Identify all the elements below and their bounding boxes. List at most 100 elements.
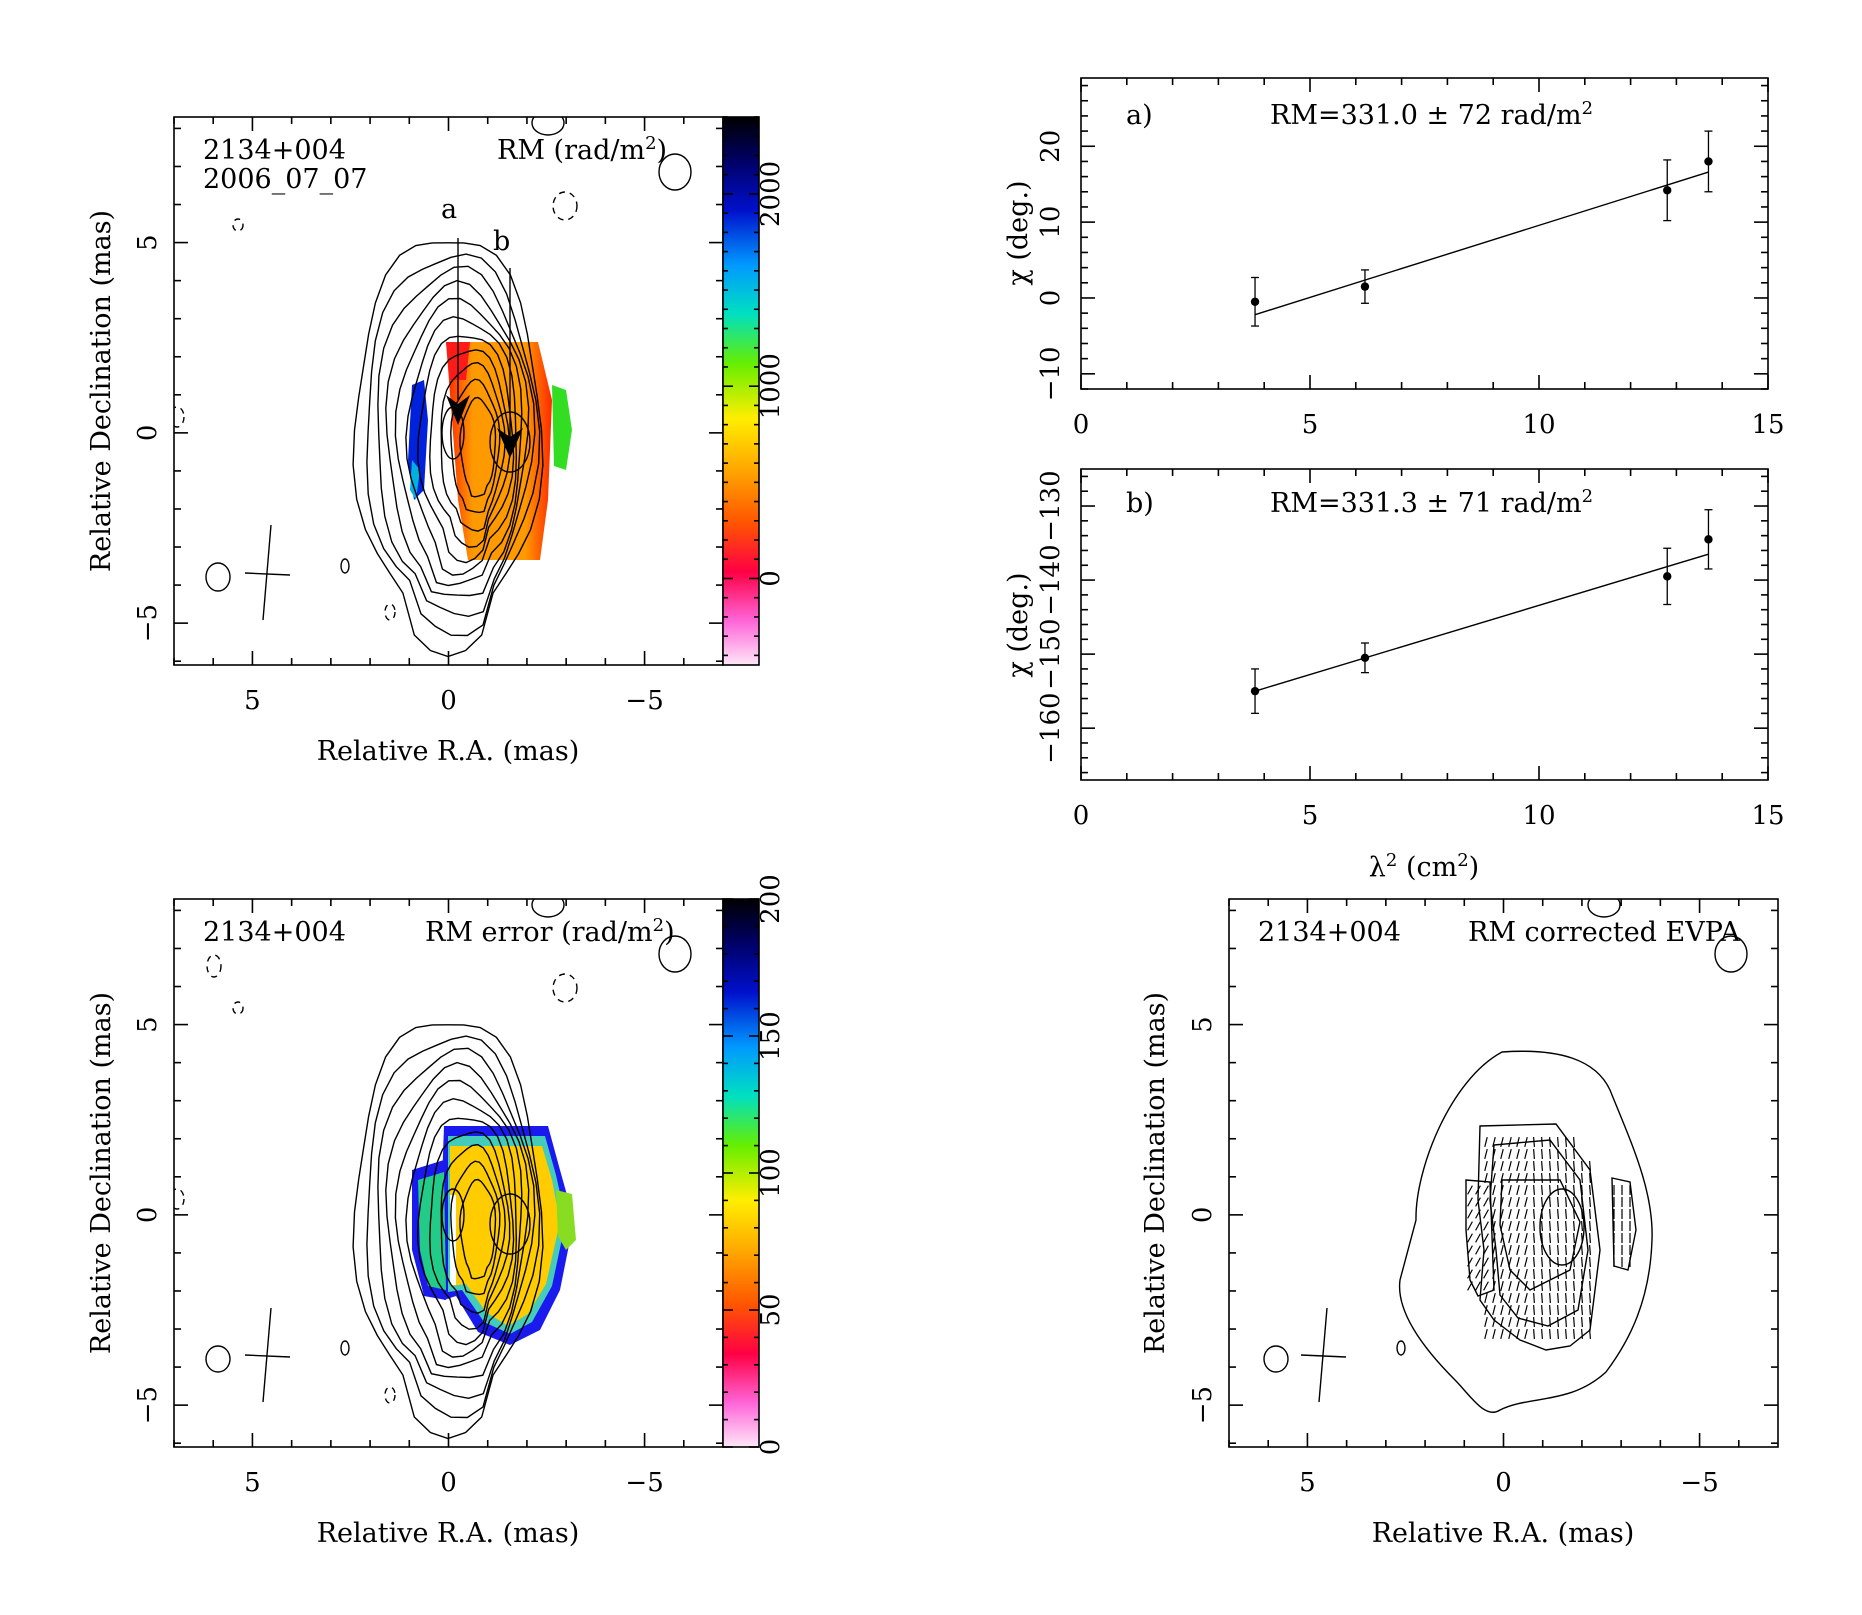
evpa-vector <box>1500 1257 1504 1267</box>
evpa-vector <box>1541 1184 1543 1196</box>
rm-map-ticks: 5 0 −5 5 0 −5 <box>133 117 723 716</box>
evpa-vector <box>1492 1161 1496 1171</box>
x-tick-label: 5 <box>244 1468 261 1498</box>
evpa-vector <box>1492 1245 1496 1255</box>
evpa-vector <box>1516 1221 1520 1231</box>
evpa-vector <box>1549 1160 1551 1172</box>
evpa-vector <box>1484 1317 1488 1327</box>
x-tick-label: 5 <box>1299 1468 1316 1498</box>
y-tick-label: 0 <box>1188 1207 1218 1224</box>
contour-blob <box>340 558 350 574</box>
evpa-vector <box>1483 1221 1489 1231</box>
fit-b-marks: 0 5 10 15 −160−150−140−130 <box>1036 469 1785 831</box>
evpa-vector <box>1549 1232 1551 1244</box>
contour-blob <box>205 1345 231 1373</box>
evpa-vector <box>1484 1329 1488 1339</box>
contour-peak-b <box>489 1193 531 1255</box>
evpa-vector <box>1500 1161 1504 1171</box>
evpa-vector <box>1549 1184 1551 1196</box>
data-point <box>1704 157 1713 166</box>
y-tick-label: −140 <box>1036 544 1066 615</box>
contour-level <box>440 361 506 532</box>
evpa-vector <box>1565 1280 1567 1292</box>
rm-colorbar-frame <box>722 116 760 666</box>
evpa-vector <box>1500 1317 1504 1327</box>
contour-blob <box>205 562 231 592</box>
beam-minor-axis <box>1300 1354 1347 1358</box>
evpa-vector <box>1557 1328 1559 1340</box>
evpa-vector <box>1508 1257 1512 1267</box>
evpa-vector <box>1573 1328 1575 1340</box>
evpa-vector <box>1581 1256 1583 1268</box>
y-tick-label: 20 <box>1036 130 1066 163</box>
evpa-vector <box>1549 1280 1551 1292</box>
rm-map-epoch: 2006_07_07 <box>203 164 367 195</box>
evpa-vector <box>1492 1233 1496 1243</box>
evpa-vector <box>1492 1305 1496 1315</box>
contour-level <box>416 335 515 564</box>
fit-b-annotation: RM=331.3 ± 71 rad/m2 <box>1270 486 1593 519</box>
y-tick-label: 10 <box>1036 206 1066 239</box>
negative-contour <box>552 973 578 1003</box>
evpa-vector <box>1565 1184 1567 1196</box>
evpa-vector <box>1573 1184 1575 1196</box>
x-tick-label: 15 <box>1751 410 1784 440</box>
evpa-vector <box>1589 1196 1591 1208</box>
rm-error-source: 2134+004 <box>203 917 346 948</box>
evpa-vector <box>1484 1161 1488 1171</box>
evpa-vector <box>1573 1220 1575 1232</box>
evpa-vector <box>1500 1149 1504 1159</box>
x-tick-label: 0 <box>1073 410 1090 440</box>
evpa-vector <box>1516 1269 1520 1279</box>
beam-major-axis <box>262 524 272 621</box>
evpa-vector <box>1565 1148 1567 1160</box>
evpa-vector <box>1484 1149 1488 1159</box>
evpa-vector <box>1581 1280 1583 1292</box>
evpa-vector <box>1573 1316 1575 1328</box>
evpa-vector <box>1557 1232 1559 1244</box>
evpa-vector <box>1492 1185 1496 1195</box>
evpa-vector <box>1483 1233 1489 1243</box>
colorbar-label: 100 <box>756 1148 786 1198</box>
evpa-vector <box>1589 1292 1591 1304</box>
fit-a-panel-label: a) <box>1126 100 1153 131</box>
evpa-vector <box>1524 1281 1528 1291</box>
evpa-vector <box>1557 1304 1559 1316</box>
data-point <box>1704 535 1713 544</box>
evpa-vector <box>1565 1220 1567 1232</box>
evpa-vector <box>1581 1160 1583 1172</box>
evpa-vector <box>1557 1184 1559 1196</box>
evpa-vector <box>1508 1209 1512 1219</box>
x-tick-label: 5 <box>1302 801 1319 831</box>
marker-b-arrow <box>497 428 523 458</box>
contour-blob <box>1263 1345 1289 1373</box>
y-tick-label: 0 <box>133 425 163 442</box>
evpa-vector <box>1549 1196 1551 1208</box>
evpa-vector <box>1475 1281 1481 1291</box>
evpa-vector <box>1492 1281 1496 1291</box>
evpa-vector <box>1516 1245 1520 1255</box>
evpa-vector <box>1573 1244 1575 1256</box>
evpa-vector <box>1557 1160 1559 1172</box>
evpa-vector <box>1483 1209 1489 1219</box>
evpa-vector <box>1467 1281 1473 1291</box>
evpa-vector <box>1492 1257 1496 1267</box>
evpa-vector <box>1541 1160 1543 1172</box>
contour-level <box>405 1097 518 1358</box>
evpa-vector <box>1541 1220 1543 1232</box>
evpa-vector <box>1581 1208 1583 1220</box>
rm-color-cyan <box>410 460 420 500</box>
contour-blob <box>1396 1340 1406 1356</box>
evpa-vector <box>1549 1256 1551 1268</box>
colorbar-label: 150 <box>756 1011 786 1061</box>
evpa-image <box>1263 899 1748 1413</box>
rm-map-panel: 5 0 −5 5 0 −5 0 1000 2000 2134+004 2006_07_07 R… <box>86 116 786 767</box>
evpa-vector <box>1557 1292 1559 1304</box>
data-point <box>1360 653 1370 663</box>
evpa-vector <box>1573 1292 1575 1304</box>
rm-map-xlabel: Relative R.A. (mas) <box>317 736 580 767</box>
negative-contour <box>232 1001 244 1015</box>
evpa-vector <box>1508 1245 1512 1255</box>
marker-b-label: b <box>493 226 510 257</box>
evpa-vector <box>1565 1208 1567 1220</box>
